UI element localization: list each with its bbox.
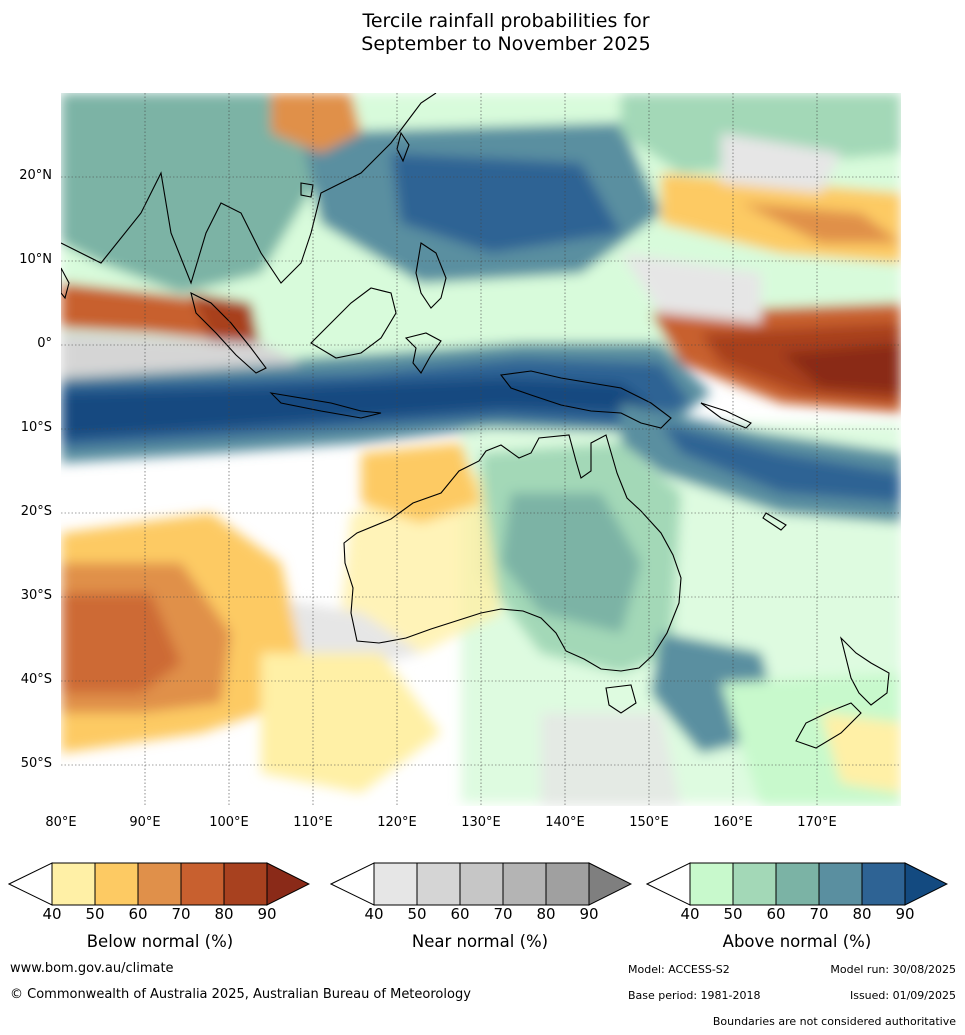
base-period-text: Base period: 1981-2018 bbox=[628, 989, 761, 1002]
new-zealand-north-coast bbox=[839, 636, 890, 706]
below-normal-title: Below normal (%) bbox=[86, 932, 234, 951]
title-line-1: Tercile rainfall probabilities for bbox=[362, 10, 650, 32]
philippines-coast bbox=[415, 242, 447, 309]
sri-lanka-coast bbox=[61, 267, 70, 300]
tasmania-coast bbox=[605, 684, 637, 714]
lat-label-0: 0° bbox=[37, 336, 52, 351]
lon-label-90e: 90°E bbox=[129, 815, 161, 830]
near-tick-60: 60 bbox=[450, 905, 470, 923]
above-normal-colorbar bbox=[646, 862, 948, 906]
java-coast bbox=[269, 392, 382, 419]
lat-label-10n: 10°N bbox=[19, 252, 52, 267]
near-tick-80: 80 bbox=[536, 905, 556, 923]
near-tick-70: 70 bbox=[493, 905, 513, 923]
lat-label-30s: 30°S bbox=[20, 588, 52, 603]
website-link[interactable]: www.bom.gov.au/climate bbox=[10, 961, 174, 976]
lat-label-20n: 20°N bbox=[19, 168, 52, 183]
taiwan-coast bbox=[396, 131, 410, 163]
new-zealand-south-coast bbox=[795, 702, 862, 749]
model-text: Model: ACCESS-S2 bbox=[628, 963, 730, 976]
lat-label-40s: 40°S bbox=[20, 672, 52, 687]
borneo-coast bbox=[310, 287, 397, 359]
below-tick-70: 70 bbox=[171, 905, 191, 923]
near-normal-title: Near normal (%) bbox=[411, 932, 549, 951]
lat-label-20s: 20°S bbox=[20, 504, 52, 519]
probability-shading bbox=[61, 93, 901, 806]
below-tick-60: 60 bbox=[128, 905, 148, 923]
copyright-text: © Commonwealth of Australia 2025, Austra… bbox=[10, 987, 471, 1002]
below-tick-90: 90 bbox=[257, 905, 277, 923]
title-line-2: September to November 2025 bbox=[361, 33, 651, 55]
solomon-islands-coast bbox=[700, 402, 752, 429]
lon-label-80e: 80°E bbox=[45, 815, 77, 830]
below-normal-colorbar bbox=[8, 862, 310, 906]
near-tick-50: 50 bbox=[407, 905, 427, 923]
lon-label-130e: 130°E bbox=[461, 815, 501, 830]
lon-label-140e: 140°E bbox=[545, 815, 585, 830]
map-canvas bbox=[61, 93, 901, 806]
above-tick-70: 70 bbox=[809, 905, 829, 923]
forecast-map bbox=[61, 93, 901, 806]
below-tick-40: 40 bbox=[42, 905, 62, 923]
below-tick-50: 50 bbox=[85, 905, 105, 923]
lon-label-170e: 170°E bbox=[797, 815, 837, 830]
new-guinea-coast bbox=[499, 370, 672, 429]
mainland-asia-coast bbox=[61, 93, 437, 285]
above-tick-40: 40 bbox=[680, 905, 700, 923]
above-tick-50: 50 bbox=[723, 905, 743, 923]
sumatra-coast bbox=[190, 291, 267, 374]
near-tick-90: 90 bbox=[579, 905, 599, 923]
above-tick-90: 90 bbox=[895, 905, 915, 923]
above-tick-80: 80 bbox=[852, 905, 872, 923]
lat-label-10s: 10°S bbox=[20, 420, 52, 435]
gridlines bbox=[61, 93, 901, 806]
hainan-coast bbox=[300, 182, 314, 198]
lon-label-120e: 120°E bbox=[377, 815, 417, 830]
lat-label-50s: 50°S bbox=[20, 756, 52, 771]
lon-label-110e: 110°E bbox=[293, 815, 333, 830]
model-run-text: Model run: 30/08/2025 bbox=[830, 963, 956, 976]
near-normal-colorbar bbox=[330, 862, 632, 906]
issued-text: Issued: 01/09/2025 bbox=[849, 989, 956, 1002]
map-title: Tercile rainfall probabilities for Septe… bbox=[0, 10, 965, 56]
above-tick-60: 60 bbox=[766, 905, 786, 923]
sulawesi-coast bbox=[404, 332, 442, 374]
new-caledonia-coast bbox=[762, 512, 787, 531]
lon-label-160e: 160°E bbox=[713, 815, 753, 830]
near-tick-40: 40 bbox=[364, 905, 384, 923]
australia-coast bbox=[343, 434, 682, 672]
coastlines bbox=[61, 93, 890, 749]
below-tick-80: 80 bbox=[214, 905, 234, 923]
disclaimer-text: Boundaries are not considered authoritat… bbox=[712, 1015, 956, 1028]
lon-label-100e: 100°E bbox=[209, 815, 249, 830]
lon-label-150e: 150°E bbox=[629, 815, 669, 830]
above-normal-title: Above normal (%) bbox=[722, 932, 872, 951]
